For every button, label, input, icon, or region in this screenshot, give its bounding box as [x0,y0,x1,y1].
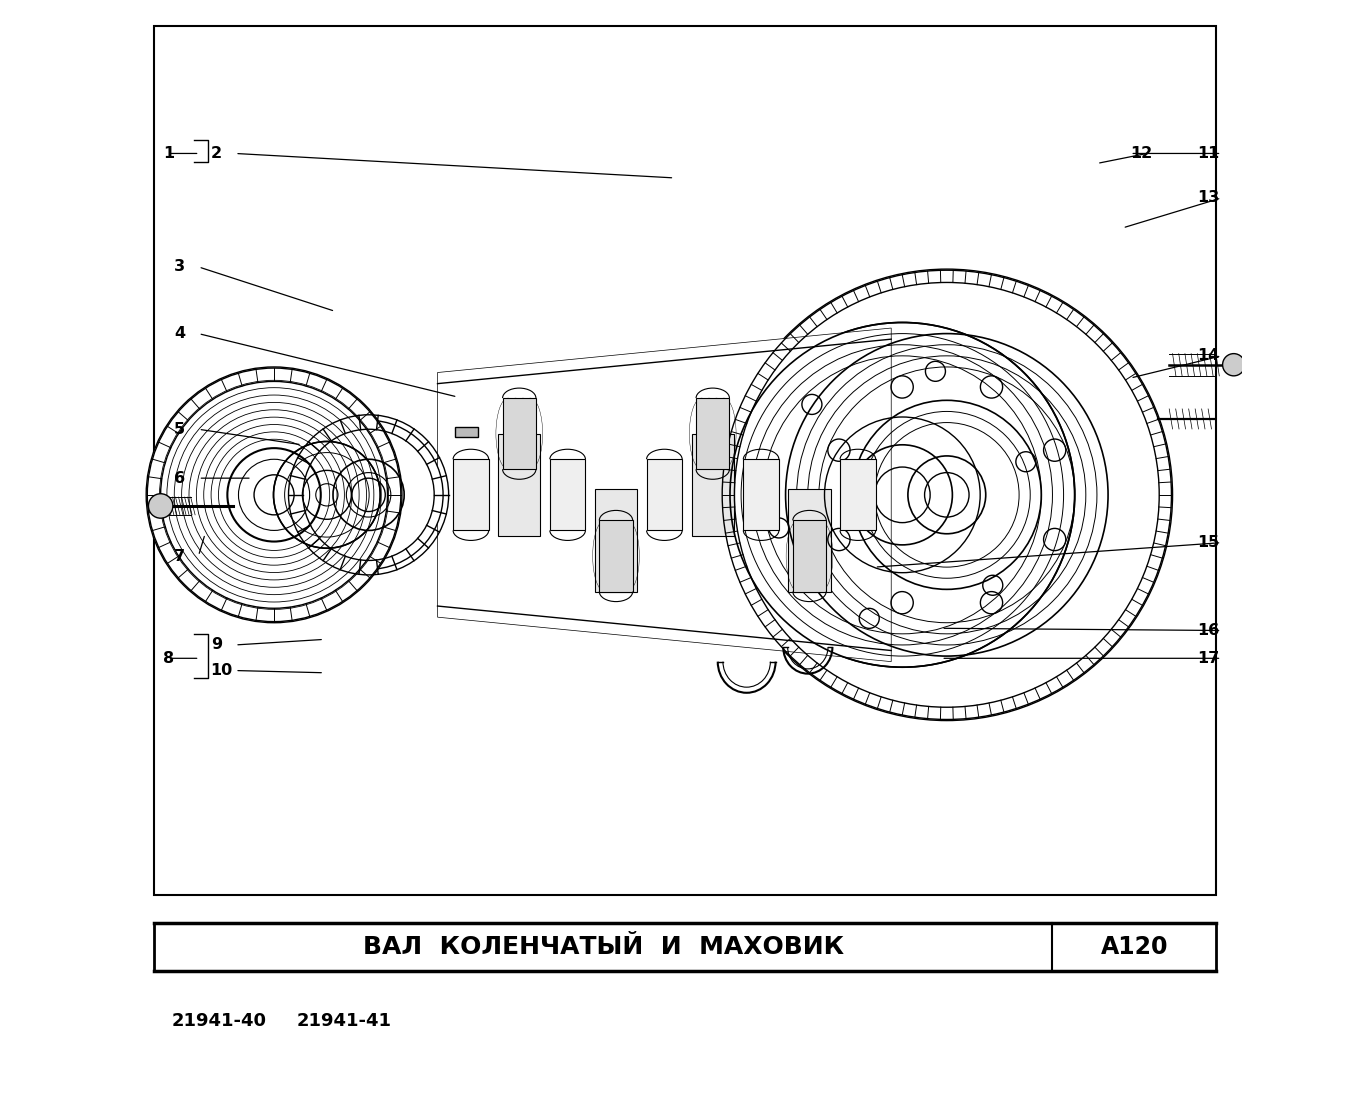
Text: 9: 9 [211,637,222,653]
Text: 21941-41: 21941-41 [296,1012,391,1030]
Text: 2: 2 [211,146,222,161]
Bar [455,427,477,437]
Text: 7: 7 [174,548,185,564]
Text: 11: 11 [1197,146,1219,161]
Bar [792,520,827,592]
Text: 21941-40: 21941-40 [171,1012,267,1030]
Text: 16: 16 [1197,623,1219,638]
Bar [595,489,638,592]
Circle shape [273,441,380,548]
Circle shape [293,420,443,569]
Bar [503,398,536,469]
Text: ВАЛ  КОЛЕНЧАТЫЙ  И  МАХОВИК: ВАЛ КОЛЕНЧАТЫЙ И МАХОВИК [363,935,843,959]
Bar [788,489,831,592]
Bar [498,434,540,536]
Text: 1: 1 [163,146,174,161]
Text: 8: 8 [163,651,174,666]
Bar [743,459,779,530]
Text: 17: 17 [1197,651,1219,666]
Circle shape [721,269,1172,721]
Bar [154,26,1216,895]
Bar [696,398,729,469]
Text: 4: 4 [174,326,185,341]
Bar [599,520,632,592]
Bar [550,459,585,530]
Bar [691,434,733,536]
Text: 12: 12 [1130,146,1153,161]
Bar [840,459,876,530]
Bar [452,459,488,530]
Circle shape [729,322,1075,667]
Text: А120: А120 [1101,935,1168,959]
Polygon shape [437,328,891,662]
Circle shape [147,367,402,623]
Bar [647,459,683,530]
Text: 3: 3 [174,259,185,275]
Text: 13: 13 [1197,190,1219,206]
Circle shape [1223,354,1245,376]
Text: 15: 15 [1197,535,1219,550]
Text: 10: 10 [211,663,233,678]
Circle shape [148,494,173,518]
Text: 14: 14 [1197,348,1219,364]
Text: 6: 6 [174,470,185,486]
Text: 5: 5 [174,421,185,437]
